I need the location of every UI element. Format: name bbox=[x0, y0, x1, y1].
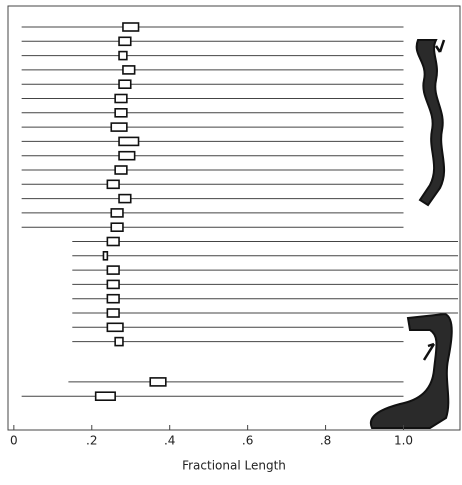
band-box bbox=[106, 322, 124, 333]
x-tick-label: .6 bbox=[242, 434, 253, 448]
band-box bbox=[118, 193, 132, 204]
arrow bbox=[422, 342, 436, 361]
band-box bbox=[106, 236, 120, 247]
band-box bbox=[114, 108, 128, 118]
chromosome-image bbox=[415, 39, 446, 207]
band-box bbox=[118, 136, 140, 147]
plot-frame bbox=[7, 5, 461, 431]
band-box bbox=[106, 265, 120, 275]
x-tick-label: .4 bbox=[164, 434, 175, 448]
x-axis-label: Fractional Length bbox=[182, 459, 286, 473]
band-box bbox=[106, 279, 120, 290]
band-box bbox=[114, 336, 124, 347]
arrow bbox=[434, 39, 446, 53]
band-box bbox=[149, 377, 167, 387]
band-box bbox=[110, 122, 128, 132]
band-box bbox=[106, 293, 120, 304]
chromosome-image bbox=[369, 312, 453, 429]
band-box bbox=[118, 79, 132, 89]
band-box bbox=[106, 179, 120, 190]
x-tick-label: .8 bbox=[320, 434, 331, 448]
band-box bbox=[118, 36, 132, 47]
band-box bbox=[122, 22, 140, 32]
x-tick-label: 1.0 bbox=[394, 434, 413, 448]
band-box bbox=[114, 93, 128, 104]
band-box bbox=[102, 251, 109, 261]
band-box bbox=[94, 391, 116, 402]
x-tick-label: .2 bbox=[86, 434, 97, 448]
band-box bbox=[118, 50, 128, 61]
x-tick-label: 0 bbox=[10, 434, 18, 448]
band-box bbox=[122, 65, 136, 75]
band-box bbox=[110, 222, 124, 232]
band-box bbox=[110, 208, 124, 218]
band-box bbox=[106, 308, 120, 318]
band-box bbox=[118, 150, 136, 161]
band-box bbox=[114, 165, 128, 175]
